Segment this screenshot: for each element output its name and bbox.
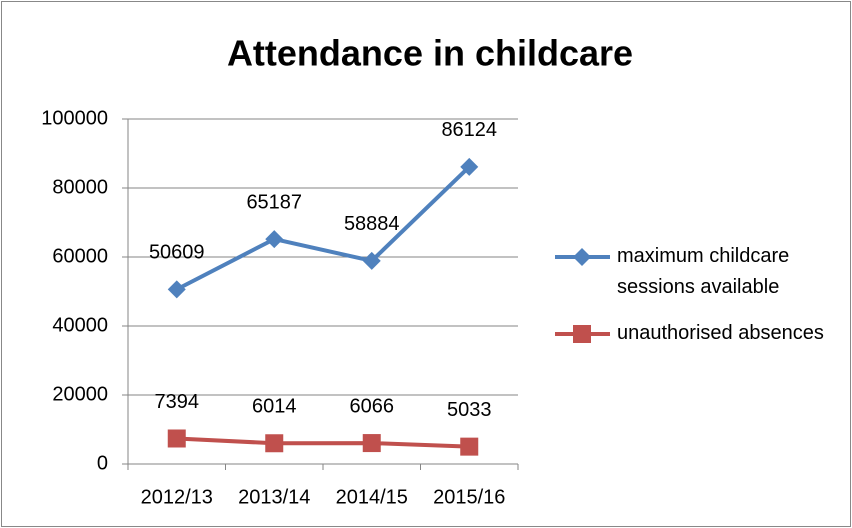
data-label: 65187 [246, 191, 302, 213]
legend-marker [573, 325, 591, 343]
data-label: 58884 [344, 213, 400, 235]
x-tick-label: 2012/13 [141, 486, 213, 508]
y-tick-label: 0 [97, 452, 108, 474]
y-tick-label: 60000 [52, 245, 108, 267]
y-tick-label: 20000 [52, 383, 108, 405]
marker [265, 434, 284, 453]
marker [362, 434, 381, 453]
legend-label: maximum childcare sessions available [617, 245, 790, 298]
x-tick-label: 2015/16 [433, 486, 505, 508]
data-label: 5033 [447, 399, 492, 421]
marker [460, 157, 479, 176]
y-tick-label: 80000 [52, 176, 108, 198]
legend-label: unauthorised absences [617, 322, 824, 344]
marker [362, 251, 381, 270]
legend-marker [573, 248, 591, 266]
data-label: 50609 [149, 242, 205, 264]
marker [167, 280, 186, 299]
marker [460, 437, 479, 456]
chart-title: Attendance in childcare [227, 33, 633, 74]
series-line [175, 165, 471, 292]
y-tick-label: 40000 [52, 314, 108, 336]
data-label: 6014 [252, 396, 297, 418]
data-label: 7394 [155, 391, 200, 413]
marker [167, 429, 186, 448]
x-tick-label: 2013/14 [238, 486, 310, 508]
y-tick-label: 100000 [41, 107, 108, 129]
data-label: 6066 [350, 395, 395, 417]
data-label: 86124 [441, 119, 497, 141]
x-tick-label: 2014/15 [336, 486, 408, 508]
series-line [176, 436, 470, 449]
marker [265, 230, 284, 249]
